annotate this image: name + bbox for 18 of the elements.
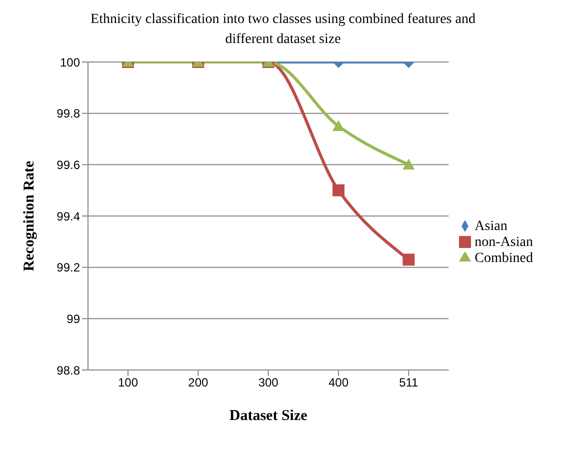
x-axis-title: Dataset Size: [229, 408, 308, 424]
y-tick-label: 99.6: [56, 158, 80, 172]
y-tick-label: 99: [66, 312, 80, 326]
legend-label: Combined: [474, 250, 533, 266]
x-tick-label: 511: [399, 376, 419, 390]
y-tick-label: 99.8: [56, 106, 80, 121]
x-tick-label: 400: [328, 376, 349, 390]
legend-label: Asian: [474, 218, 508, 234]
chart-title: Ethnicity classification into two classes using combined features and different dataset size: [90, 11, 476, 49]
x-tick-label: 300: [258, 376, 279, 390]
y-tick-label: 99.2: [56, 260, 80, 275]
legend-label: non-Asian: [474, 234, 533, 250]
x-tick-label: 200: [188, 376, 208, 390]
y-tick-label: 98.8: [56, 363, 80, 378]
y-tick-label: 99.4: [56, 209, 80, 224]
x-tick-label: 100: [118, 376, 138, 390]
y-tick-label: 100: [60, 55, 80, 70]
y-axis-title: Recognition Rate: [21, 160, 38, 272]
